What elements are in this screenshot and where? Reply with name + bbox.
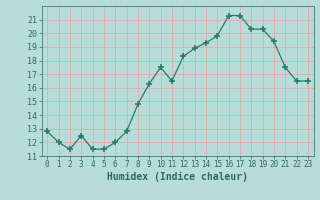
X-axis label: Humidex (Indice chaleur): Humidex (Indice chaleur): [107, 172, 248, 182]
